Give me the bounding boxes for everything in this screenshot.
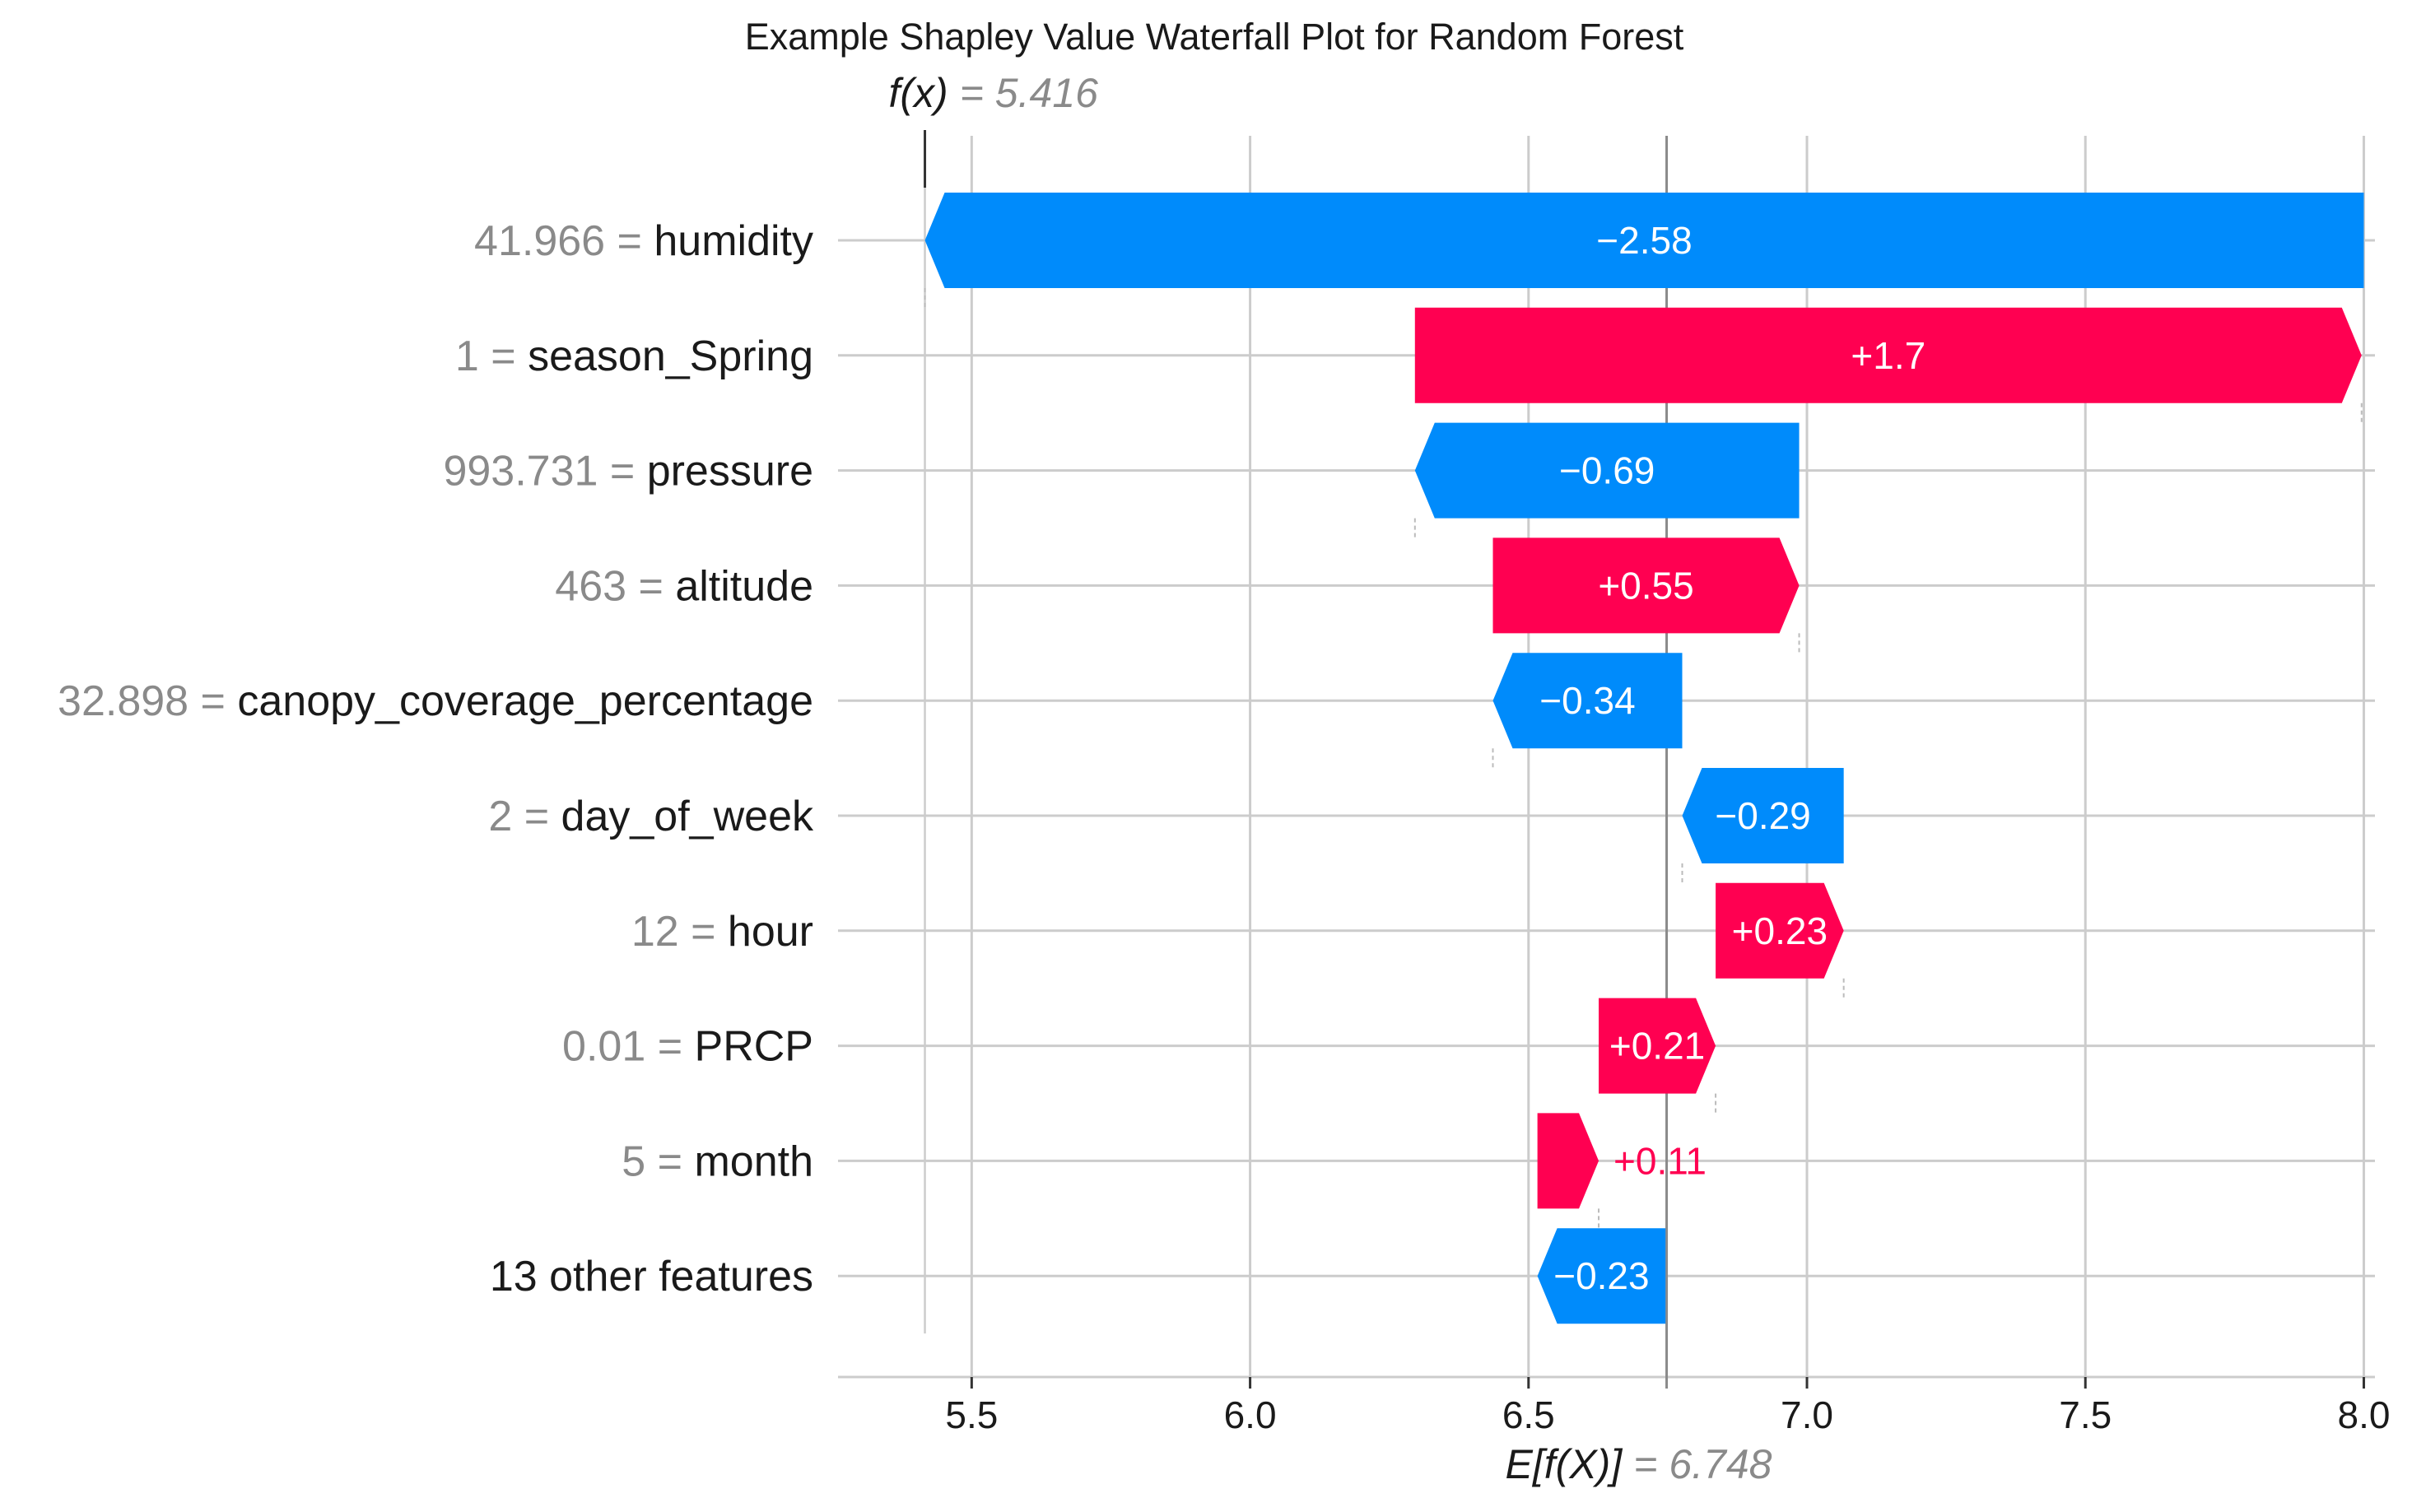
- label-layer: 5.5 6.0 6.5 7.0 7.5 8.0 f(x) = 5.416 E[f(X)] = 6.…: [58, 70, 2390, 1487]
- feature-value: 463 =: [555, 562, 675, 610]
- x-tick-label: 7.0: [1781, 1393, 1833, 1436]
- shap-bar-month: [1537, 1113, 1599, 1209]
- feature-label: 1 = season_Spring: [455, 333, 813, 380]
- feature-value: 993.731 =: [443, 448, 646, 495]
- feature-name: season_Spring: [528, 333, 813, 380]
- feature-name: PRCP: [695, 1023, 813, 1071]
- feature-label: 32.898 = canopy_coverage_percentage: [58, 677, 813, 725]
- feature-label: 41.966 = humidity: [474, 217, 813, 265]
- shap-bar-season-spring: [1414, 307, 2362, 403]
- output-value-number: = 5.416: [960, 70, 1098, 116]
- feature-label: 0.01 = PRCP: [562, 1023, 813, 1071]
- feature-label: 463 = altitude: [555, 562, 813, 610]
- feature-value: 12 =: [631, 908, 728, 956]
- x-tick-label: 6.0: [1224, 1393, 1277, 1436]
- shap-bar-label: −0.23: [1553, 1254, 1649, 1297]
- feature-label: 13 other features: [490, 1253, 813, 1300]
- x-tick-label: 7.5: [2059, 1393, 2112, 1436]
- shap-bar-label: −0.34: [1539, 679, 1635, 722]
- feature-label: 993.731 = pressure: [443, 448, 813, 495]
- feature-name: pressure: [647, 448, 813, 495]
- x-tick-label: 6.5: [1502, 1393, 1555, 1436]
- shap-bar-label: −0.29: [1715, 794, 1810, 837]
- feature-name: altitude: [675, 562, 813, 610]
- feature-label: 12 = hour: [631, 908, 813, 956]
- output-value-math: f(x): [889, 70, 948, 116]
- feature-value: 32.898 =: [58, 677, 237, 725]
- shap-bar-label: −0.69: [1559, 449, 1655, 492]
- shap-bar-label: +0.11: [1613, 1139, 1707, 1182]
- feature-label: 5 = month: [622, 1137, 813, 1185]
- chart-title: Example Shapley Value Waterfall Plot for…: [745, 16, 1684, 58]
- feature-name: canopy_coverage_percentage: [237, 677, 813, 725]
- shap-bar-label: +1.7: [1851, 334, 1925, 377]
- shap-bar-13-other-features: [1537, 1228, 1666, 1324]
- feature-name: humidity: [654, 217, 813, 265]
- shap-bar-day-of-week: [1682, 768, 1844, 863]
- bar-layer: [924, 193, 2364, 1324]
- shap-bar-humidity: [924, 193, 2364, 288]
- output-value-label: f(x) = 5.416: [889, 70, 1099, 116]
- shap-bar-altitude: [1492, 537, 1800, 634]
- shap-bar-label: +0.21: [1609, 1025, 1705, 1068]
- shap-bar-pressure: [1414, 422, 1800, 519]
- feature-label: 2 = day_of_week: [488, 793, 814, 840]
- base-value-label: E[f(X)] = 6.748: [1506, 1441, 1772, 1487]
- x-tick-label: 5.5: [945, 1393, 998, 1436]
- feature-value: 2 =: [488, 793, 561, 840]
- feature-value: 0.01 =: [562, 1023, 694, 1071]
- base-value-number: = 6.748: [1633, 1441, 1772, 1487]
- shap-bar-label: +0.55: [1598, 564, 1693, 607]
- shap-bar-label: −2.58: [1596, 219, 1692, 262]
- shap-bar-canopy-coverage-percentage: [1492, 653, 1683, 749]
- shap-bar-hour: [1716, 882, 1844, 979]
- feature-value: 1 =: [455, 333, 528, 380]
- feature-value: 41.966 =: [474, 217, 654, 265]
- feature-value: 5 =: [622, 1137, 694, 1185]
- feature-name: hour: [728, 908, 813, 956]
- base-value-math: E[f(X)]: [1506, 1441, 1623, 1487]
- feature-name: day_of_week: [561, 793, 814, 840]
- shap-bar-label: +0.23: [1732, 910, 1828, 952]
- shap-bar-prcp: [1599, 998, 1716, 1094]
- feature-name: month: [694, 1137, 813, 1185]
- feature-name: 13 other features: [490, 1253, 813, 1300]
- grid-layer: [838, 136, 2375, 1389]
- x-tick-label: 8.0: [2337, 1393, 2390, 1436]
